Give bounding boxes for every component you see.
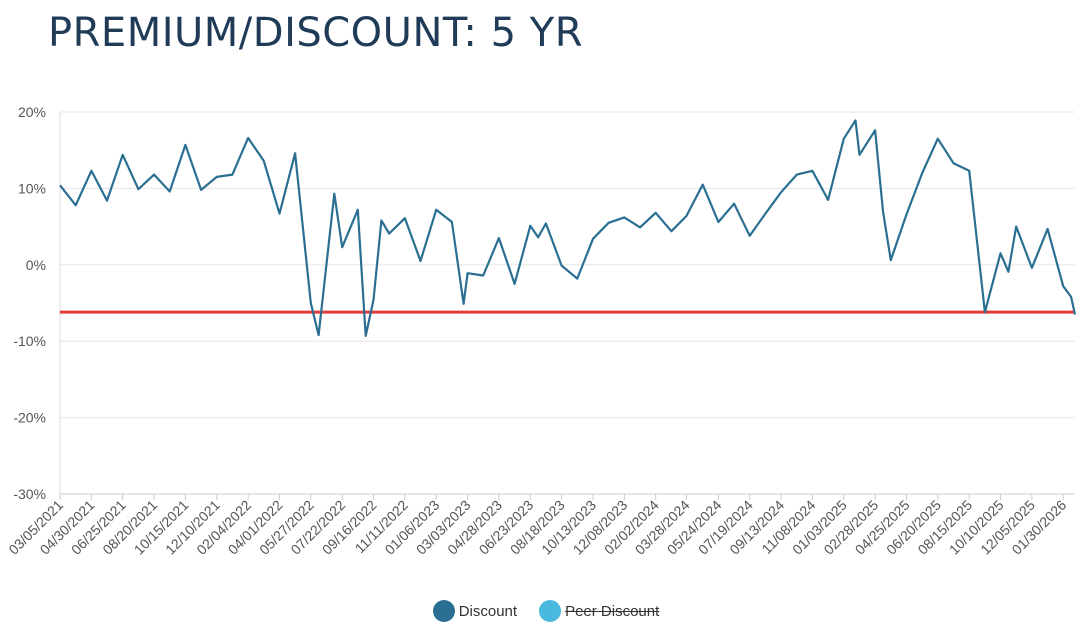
legend-item-discount[interactable]: Discount (432, 600, 518, 622)
y-tick-label: 0% (26, 257, 46, 273)
y-tick-label: 20% (18, 104, 46, 120)
legend-item-peer-discount[interactable]: Peer Discount (539, 600, 659, 622)
legend: Discount Peer Discount (0, 600, 1092, 622)
y-tick-label: 10% (18, 180, 46, 196)
plot-area (59, 119, 1077, 337)
series-line-discount[interactable] (59, 119, 1077, 337)
y-tick-label: -30% (13, 486, 46, 502)
y-axis-labels: 20% 10% 0% -10% -20% -30% (13, 104, 46, 502)
y-tick-label: -20% (13, 410, 46, 426)
grid-lines (59, 111, 1075, 500)
legend-label-peer-discount: Peer Discount (565, 602, 660, 620)
chart-title: PREMIUM/DISCOUNT: 5 YR (48, 10, 583, 56)
chart-svg: 20% 10% 0% -10% -20% -30% 03/05/202104/30/202… (5, 104, 1077, 558)
y-tick-label: -10% (13, 333, 46, 349)
x-axis-labels: 03/05/202104/30/202106/25/202108/20/2021… (5, 497, 1069, 558)
legend-marker-discount (432, 600, 455, 622)
legend-label-discount: Discount (458, 602, 518, 620)
legend-marker-peer-discount (539, 600, 562, 622)
